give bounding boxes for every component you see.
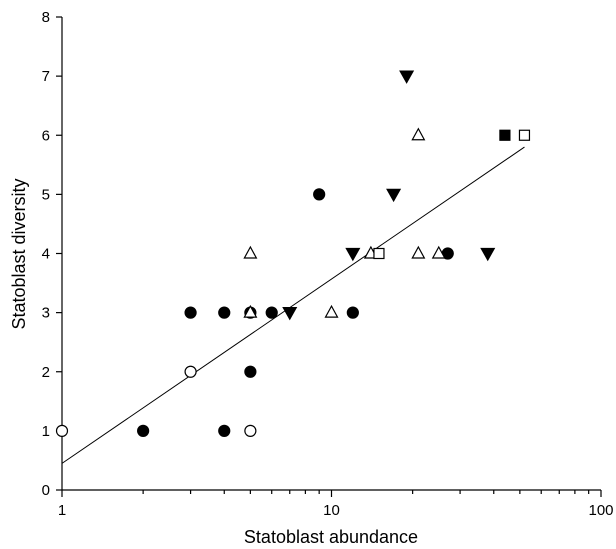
point-filled-circle [137,424,150,437]
point-open-triangle [324,304,339,318]
point-open-triangle [411,127,426,141]
point-open-circle [244,424,257,437]
y-tick-label: 2 [42,364,50,381]
y-tick-label: 0 [42,482,50,499]
point-filled-circle [265,306,278,319]
point-open-circle [55,424,69,437]
point-filled-triangle-down [399,70,415,84]
y-axis-ticks: 0 1 2 3 4 5 6 7 8 [42,9,62,499]
point-filled-circle [218,424,231,437]
point-filled-circle [244,365,257,378]
point-open-square [518,129,531,141]
point-open-triangle [243,304,258,318]
y-tick-label: 5 [42,186,50,203]
point-filled-triangle-down [345,247,361,262]
data-points [55,70,531,437]
point-filled-circle [184,306,197,319]
point-open-triangle [431,245,446,259]
point-open-triangle [243,245,258,259]
y-tick-label: 8 [42,9,50,26]
point-open-square [373,247,385,260]
y-tick-label: 3 [42,305,50,322]
x-axis-title: Statoblast abundance [244,527,418,547]
point-filled-circle [218,306,231,319]
point-filled-triangle-down [480,247,496,262]
x-tick-label: 100 [588,502,613,519]
y-tick-label: 6 [42,127,50,144]
x-axis-ticks: 1 10 100 [58,490,614,519]
point-filled-circle [313,188,326,201]
point-filled-triangle-down [282,307,298,321]
x-tick-label: 1 [58,502,66,519]
x-tick-label: 10 [323,502,340,519]
point-filled-triangle-down [386,188,402,203]
y-tick-label: 1 [42,423,50,440]
y-axis-title: Statoblast diversity [9,178,29,329]
point-filled-circle [346,306,359,319]
point-open-circle [184,365,197,378]
y-tick-label: 7 [42,68,50,85]
y-tick-label: 4 [42,246,50,263]
point-open-triangle [411,245,426,259]
trend-line [61,146,525,464]
point-filled-square [499,129,511,141]
